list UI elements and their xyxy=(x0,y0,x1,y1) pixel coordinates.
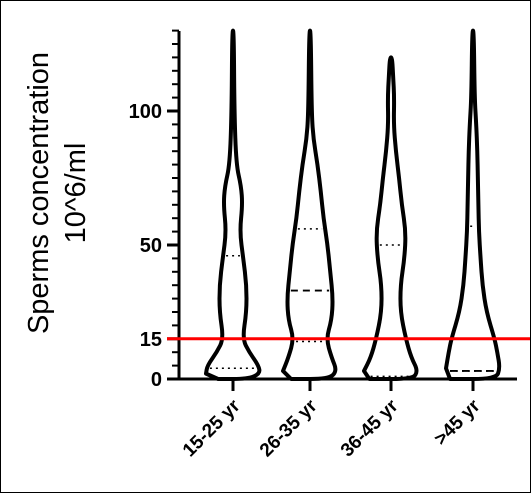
violin-1 xyxy=(204,28,262,381)
y-axis-label-line-2: 10^6/ml xyxy=(60,143,92,244)
y-tick-label: 0 xyxy=(151,369,162,391)
violin-4 xyxy=(444,28,502,381)
x-tick-label: 36-45 yr xyxy=(337,395,403,461)
x-tick-label: 26-35 yr xyxy=(256,395,322,461)
plot-area: 0 15 50 100 15-25 yr 26-35 yr 36-45 yr >45 yr xyxy=(129,28,530,461)
x-tick-label: >45 yr xyxy=(430,395,485,450)
y-tick-label: 100 xyxy=(129,101,162,123)
x-tick-label: 15-25 yr xyxy=(179,395,245,461)
violin-3 xyxy=(362,55,419,381)
y-tick-label: 15 xyxy=(140,329,162,351)
violin-2 xyxy=(281,28,338,381)
y-tick-label: 50 xyxy=(140,235,162,257)
y-axis-label-line-1: Sperms concentration xyxy=(23,52,55,334)
